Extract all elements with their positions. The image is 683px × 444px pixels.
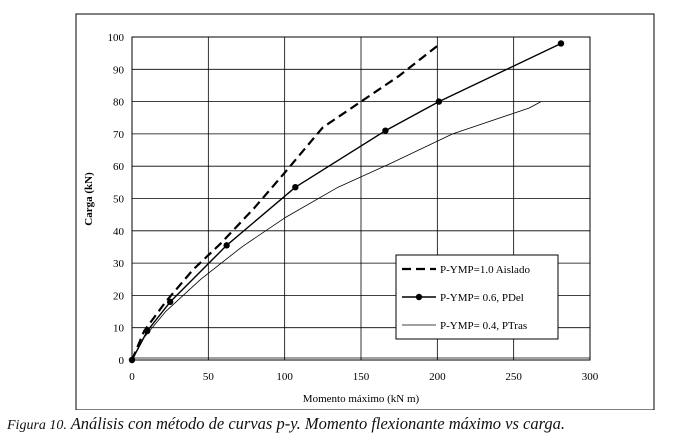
- y-tick-label: 10: [113, 323, 125, 335]
- y-tick-label: 60: [113, 161, 125, 173]
- series-line-2: [131, 42, 562, 361]
- y-tick-label: 90: [113, 64, 125, 76]
- series-line-1: [130, 42, 442, 361]
- y-tick-label: 40: [113, 226, 125, 238]
- series-line-3: [131, 101, 542, 361]
- figure-caption: Figura 10. Análisis con método de curvas…: [7, 414, 683, 434]
- legend: P-YMP=1.0 Aislado P-YMP= 0.6, PDel P-YMP= …: [395, 254, 559, 340]
- data-point: [144, 327, 151, 335]
- caption-text: Análisis con método de curvas p-y. Momen…: [70, 414, 566, 433]
- y-tick-label: 80: [113, 97, 125, 109]
- legend-label: P-YMP= 0.6, PDel: [440, 292, 524, 304]
- x-tick-label: 100: [276, 371, 293, 383]
- y-axis-label: Carga (kN): [83, 172, 95, 226]
- caption-figure-label: Figura 10.: [7, 418, 67, 433]
- data-point: [557, 40, 565, 47]
- x-tick-label: 0: [129, 371, 135, 383]
- y-tick-label: 100: [108, 32, 125, 44]
- chart-figure: 0 10 20 30 40 50 60 70 80 90 100 0 50 100 150 200 250 300…: [75, 13, 655, 411]
- legend-marker: [415, 293, 423, 301]
- data-point: [223, 242, 230, 249]
- axes: 0 10 20 30 40 50 60 70 80 90 100 0 50 100 150 200 250 300: [108, 32, 599, 383]
- y-tick-label: 70: [113, 129, 125, 141]
- x-tick-label: 200: [429, 371, 446, 383]
- data-point: [435, 98, 443, 105]
- legend-label: P-YMP= 0.4, PTras: [440, 320, 527, 332]
- x-axis-label: Momento máximo (kN m): [303, 393, 420, 405]
- chart-svg: 0 10 20 30 40 50 60 70 80 90 100 0 50 100 150 200 250 300…: [75, 13, 655, 411]
- y-tick-label: 50: [113, 194, 125, 206]
- y-tick-label: 0: [119, 355, 125, 367]
- x-tick-label: 250: [505, 371, 522, 383]
- data-point: [382, 127, 389, 134]
- data-point: [166, 298, 174, 306]
- data-point: [292, 183, 299, 191]
- x-tick-label: 150: [353, 371, 370, 383]
- y-tick-label: 20: [113, 290, 125, 302]
- legend-label: P-YMP=1.0 Aislado: [440, 264, 530, 276]
- series-group: [128, 40, 565, 364]
- y-tick-label: 30: [113, 258, 125, 270]
- x-tick-label: 50: [203, 371, 215, 383]
- x-tick-label: 300: [582, 371, 599, 383]
